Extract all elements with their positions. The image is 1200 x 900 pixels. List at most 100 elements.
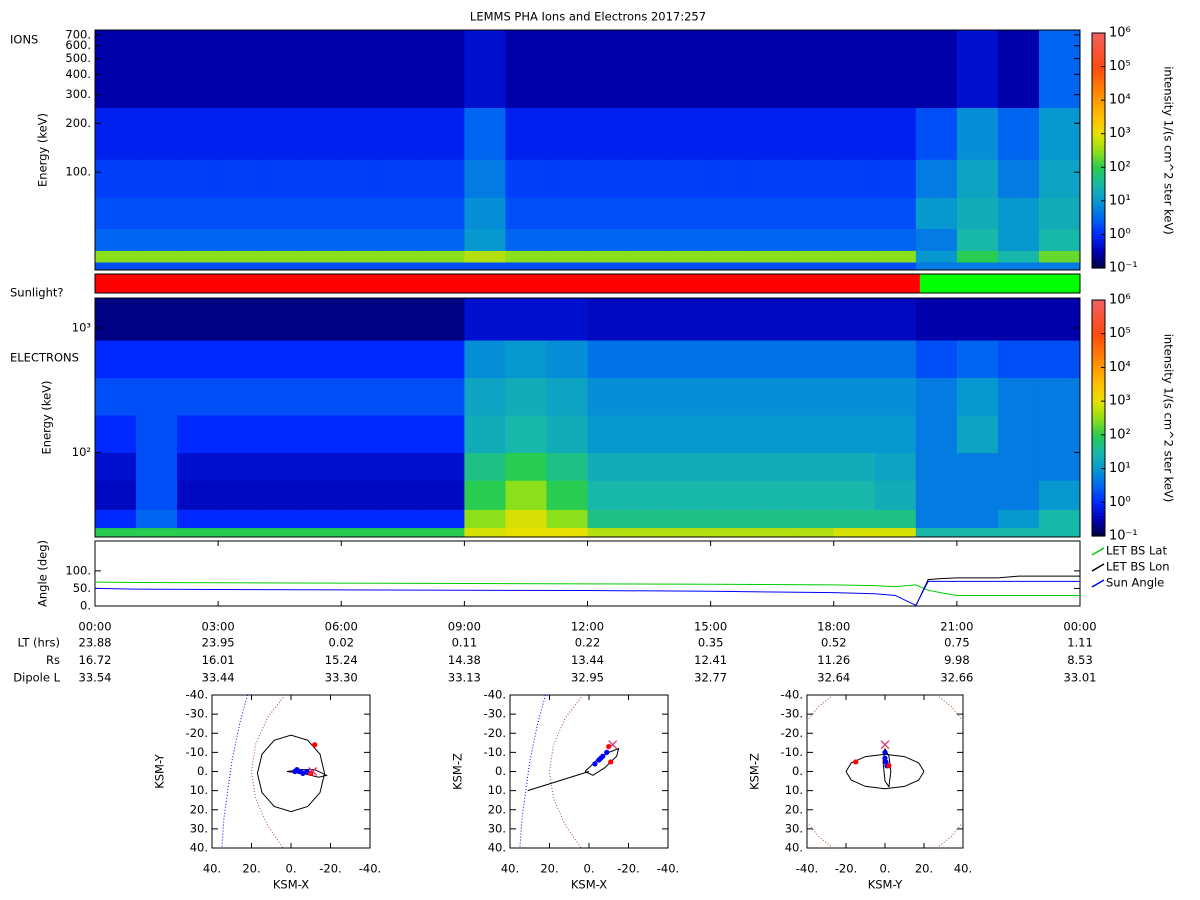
colorbar-swatch <box>1092 124 1105 128</box>
colorbar-swatch <box>1092 512 1105 516</box>
y-axis-label: KSM-Y <box>153 753 167 789</box>
heatmap-cell <box>505 197 547 230</box>
heatmap-cell <box>956 415 999 454</box>
x-tick-label: 40. <box>203 862 221 876</box>
heatmap-cell <box>710 30 753 109</box>
legend-swatch <box>1091 579 1105 588</box>
plot-frame <box>94 540 1081 607</box>
colorbar-swatch <box>1092 203 1105 207</box>
heatmap-cell <box>915 250 958 263</box>
ephemeris-value: 0.22 <box>575 636 601 650</box>
heatmap-cell <box>95 30 137 109</box>
heatmap-cell <box>1038 415 1081 454</box>
heatmap-cell <box>136 228 178 251</box>
heatmap-cell <box>587 509 630 529</box>
colorbar-swatch <box>1092 129 1105 134</box>
heatmap-cell <box>300 159 342 198</box>
heatmap-cell <box>587 107 630 160</box>
y-tick-label: -10. <box>186 745 208 759</box>
x-axis-label: KSM-X <box>571 878 607 892</box>
heatmap-cell <box>833 377 876 416</box>
colorbar-swatch <box>1092 311 1105 316</box>
colorbar-swatch <box>1092 482 1105 487</box>
heatmap-cell <box>95 377 137 416</box>
colorbar-swatch <box>1092 300 1105 304</box>
colorbar-label: intensity 1/(s cm^2 ster keV) <box>1162 66 1176 235</box>
ephemeris-value: 14.38 <box>448 653 481 667</box>
heatmap-cell <box>956 340 999 379</box>
heatmap-cell <box>341 527 383 538</box>
heatmap-cell <box>997 452 1040 481</box>
heatmap-cell <box>833 250 876 263</box>
y-tick-label: 40. <box>785 841 803 855</box>
colorbar-swatch <box>1092 229 1105 234</box>
colorbar-swatch <box>1092 382 1105 387</box>
colorbar-swatch <box>1092 465 1105 469</box>
heatmap-cell <box>218 340 260 379</box>
ephemeris-value: 23.88 <box>79 636 112 650</box>
heatmap-cell <box>423 452 465 481</box>
colorbar-swatch <box>1092 432 1105 437</box>
colorbar-swatch <box>1092 82 1105 87</box>
orbit-line <box>845 748 925 790</box>
colorbar-swatch <box>1092 459 1105 463</box>
heatmap-cell <box>1038 197 1081 230</box>
heatmap-cell <box>833 30 876 109</box>
heatmap-cell <box>218 452 260 481</box>
heatmap-cell <box>874 527 917 538</box>
x-tick-label: 00:00 <box>78 620 111 634</box>
heatmap-cell <box>587 480 630 510</box>
y-tick-label: 10. <box>190 783 208 797</box>
heatmap-cell <box>1038 509 1081 529</box>
x-tick-label: 0. <box>880 862 891 876</box>
heatmap-cell <box>259 480 301 510</box>
heatmap-cell <box>956 197 999 230</box>
colorbar-swatch <box>1092 127 1105 131</box>
ephemeris-value: 32.64 <box>817 671 850 685</box>
heatmap-cell <box>136 527 178 538</box>
y-tick-label: 10² <box>72 445 91 459</box>
series-line <box>915 575 1080 607</box>
heatmap-cell <box>259 509 301 529</box>
heatmap-cell <box>341 107 383 160</box>
y-tick-label: 100. <box>65 165 91 179</box>
x-tick-label: 20. <box>915 862 933 876</box>
heatmap-cell <box>136 480 178 510</box>
x-axis-label: KSM-Y <box>868 878 904 892</box>
heatmap-cell <box>95 452 137 481</box>
heatmap-cell <box>546 509 588 529</box>
heatmap-cell <box>997 30 1040 109</box>
colorbar-swatch <box>1092 524 1105 528</box>
heatmap-cell <box>177 250 219 263</box>
heatmap-cell <box>136 197 178 230</box>
heatmap-cell <box>464 159 506 198</box>
colorbar-swatch <box>1092 406 1105 410</box>
heatmap-cell <box>423 197 465 230</box>
colorbar-swatch <box>1092 100 1105 105</box>
heatmap-cell <box>628 159 671 198</box>
colorbar-swatch <box>1092 373 1105 378</box>
colorbar-swatch <box>1092 347 1105 351</box>
heatmap-cell <box>177 159 219 198</box>
heatmap-cell <box>259 107 301 160</box>
heatmap-cell <box>956 480 999 510</box>
heatmap-cell <box>300 250 342 263</box>
heatmap-cell <box>300 509 342 529</box>
orbit-cross <box>880 740 890 750</box>
heatmap-cell <box>423 107 465 160</box>
x-tick-label: -40. <box>359 862 381 876</box>
heatmap-cell <box>464 527 506 538</box>
heatmap-cell <box>177 377 219 416</box>
heatmap-cell <box>833 298 876 341</box>
heatmap-cell <box>833 509 876 529</box>
x-tick-label: 18:00 <box>817 620 850 634</box>
heatmap-cell <box>669 340 712 379</box>
heatmap-cell <box>669 262 712 271</box>
colorbar-swatch <box>1092 238 1105 243</box>
colorbar-swatch <box>1092 147 1105 152</box>
heatmap-cell <box>628 30 671 109</box>
heatmap-cell <box>915 452 958 481</box>
heatmap-cell <box>915 30 958 109</box>
heatmap-cell <box>874 262 917 271</box>
heatmap-cell <box>300 480 342 510</box>
